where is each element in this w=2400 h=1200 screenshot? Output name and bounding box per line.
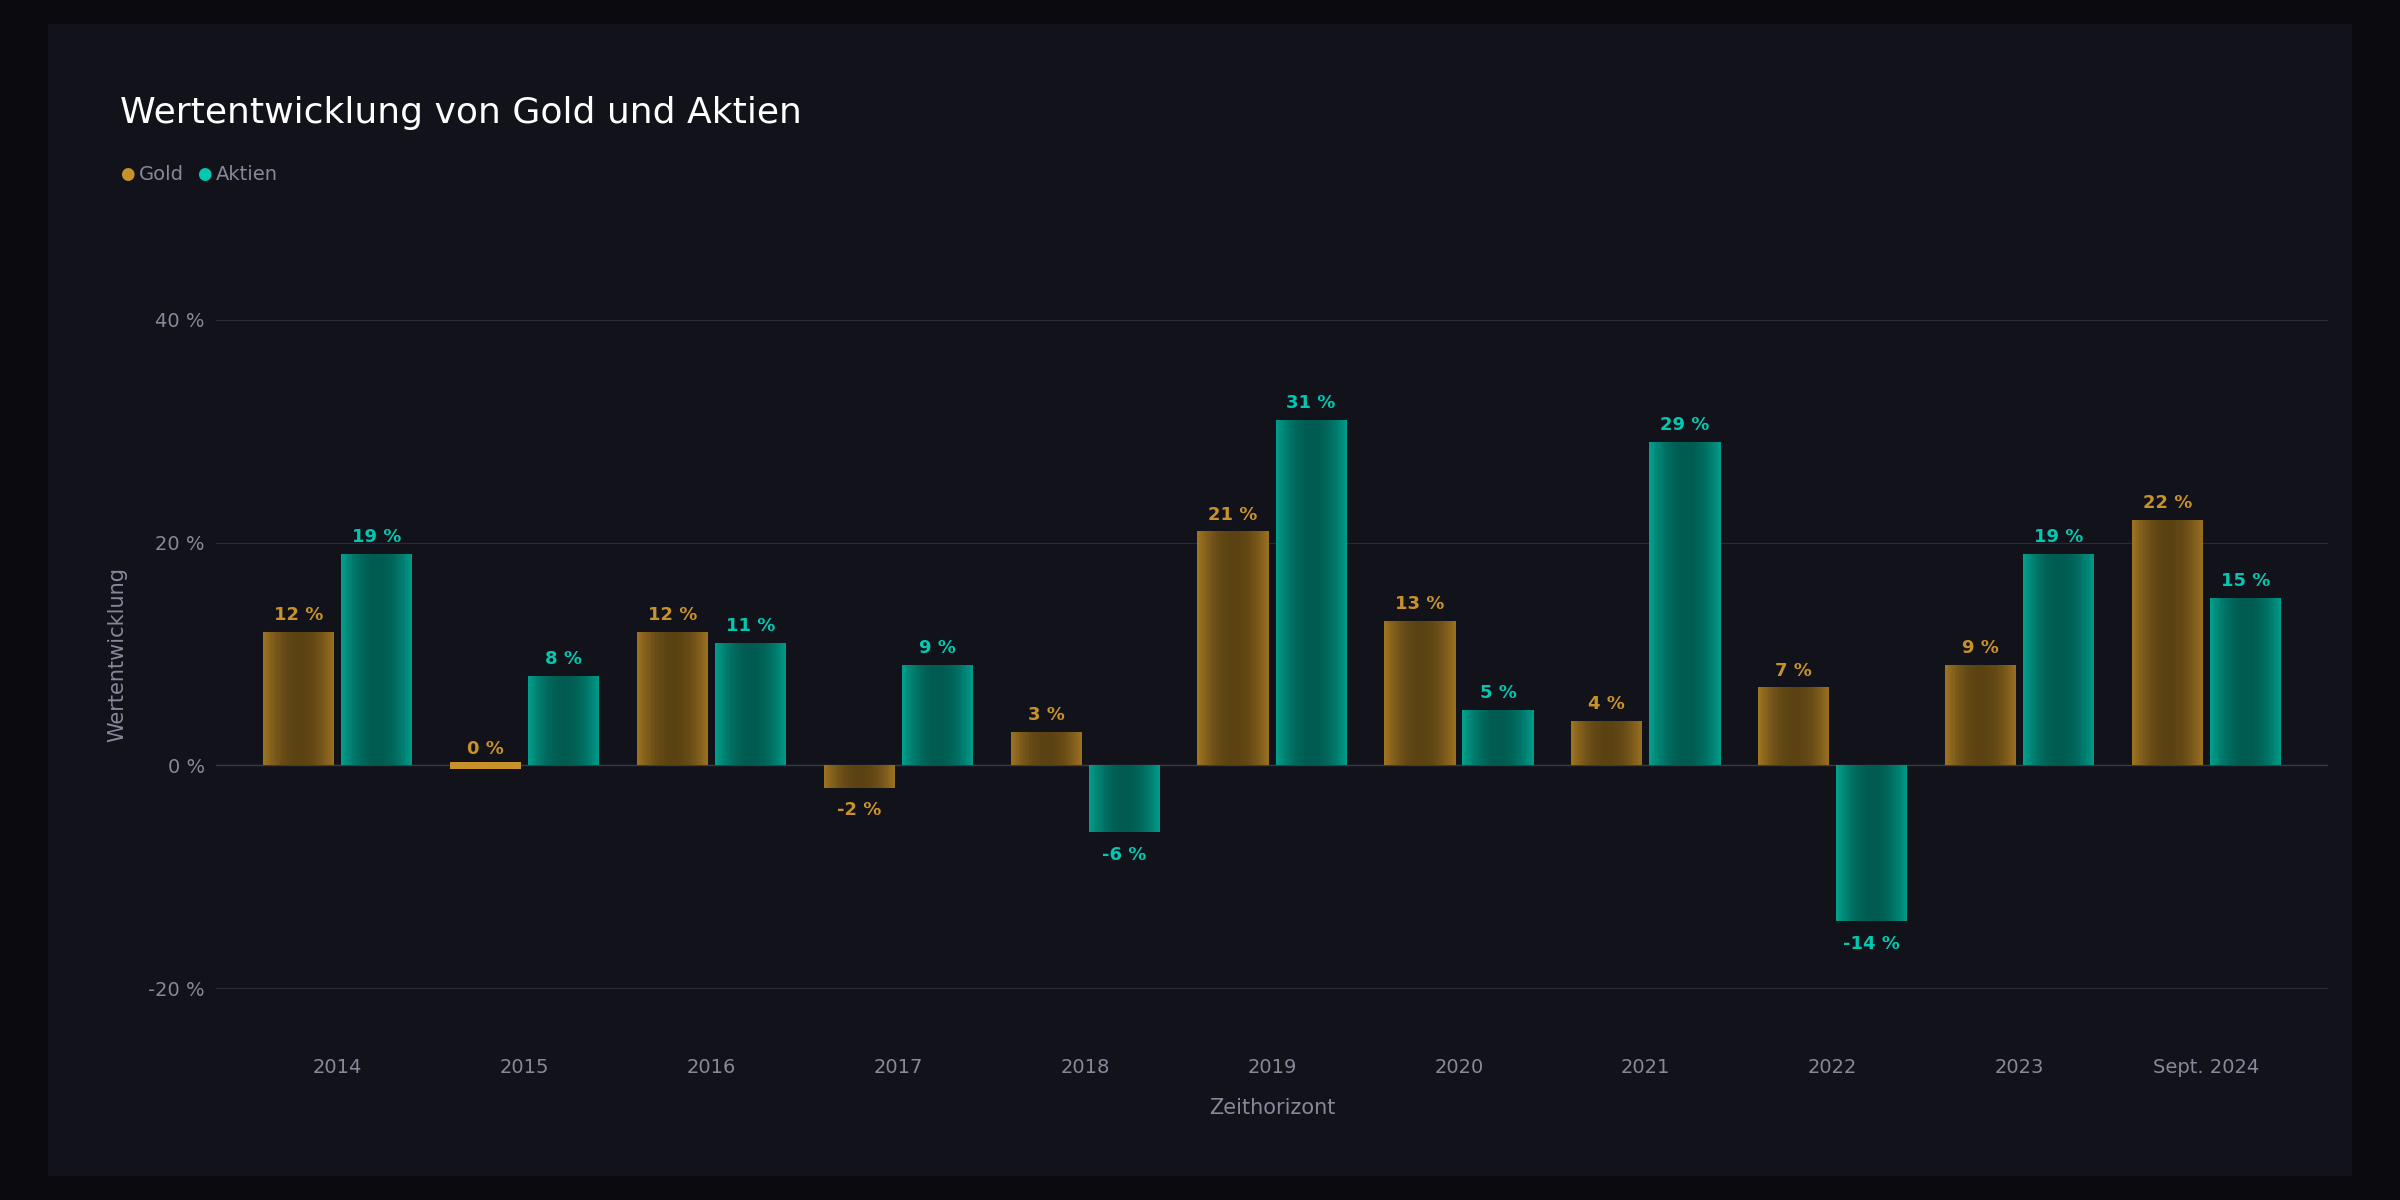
Text: 4 %: 4 % xyxy=(1589,695,1625,713)
Text: Gold: Gold xyxy=(139,164,185,184)
Text: -2 %: -2 % xyxy=(838,802,881,820)
X-axis label: Zeithorizont: Zeithorizont xyxy=(1210,1098,1334,1117)
Text: 7 %: 7 % xyxy=(1776,661,1812,679)
Text: -14 %: -14 % xyxy=(1843,935,1901,953)
Text: 12 %: 12 % xyxy=(648,606,696,624)
Y-axis label: Wertentwicklung: Wertentwicklung xyxy=(108,566,127,742)
Text: 0 %: 0 % xyxy=(468,739,504,757)
Text: 13 %: 13 % xyxy=(1394,595,1445,613)
Text: 9 %: 9 % xyxy=(919,640,955,658)
Text: 5 %: 5 % xyxy=(1478,684,1517,702)
Text: ●: ● xyxy=(197,164,211,182)
Text: 8 %: 8 % xyxy=(545,650,581,668)
Text: 12 %: 12 % xyxy=(274,606,324,624)
Text: 15 %: 15 % xyxy=(2220,572,2270,590)
Bar xyxy=(449,762,521,769)
Text: 31 %: 31 % xyxy=(1286,394,1337,413)
Text: 22 %: 22 % xyxy=(2143,494,2191,512)
Text: 11 %: 11 % xyxy=(725,617,775,635)
Text: 3 %: 3 % xyxy=(1027,706,1066,725)
Text: 29 %: 29 % xyxy=(1661,416,1709,434)
Text: 9 %: 9 % xyxy=(1963,640,1999,658)
Text: -6 %: -6 % xyxy=(1102,846,1147,864)
Text: ●: ● xyxy=(120,164,134,182)
Text: 21 %: 21 % xyxy=(1207,505,1258,523)
Text: Wertentwicklung von Gold und Aktien: Wertentwicklung von Gold und Aktien xyxy=(120,96,802,130)
Text: 19 %: 19 % xyxy=(2033,528,2083,546)
Text: Aktien: Aktien xyxy=(216,164,278,184)
Text: 19 %: 19 % xyxy=(353,528,401,546)
